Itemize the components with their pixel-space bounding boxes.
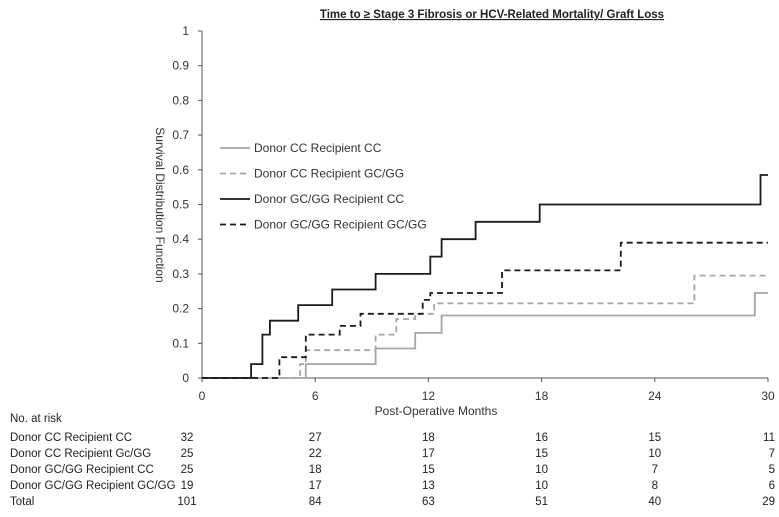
y-tick-labels: 0 0.1 0.2 0.3 0.4 0.5 0.6 0.7 0.8 0.9 1: [172, 24, 189, 385]
risk-row-label: Donor CC Recipient CC: [10, 432, 132, 444]
risk-cell: 7: [769, 448, 775, 460]
risk-cell: 18: [422, 432, 435, 444]
risk-cell: 27: [309, 432, 322, 444]
series-line-4: [202, 241, 768, 379]
risk-cell: 16: [535, 432, 548, 444]
risk-row-label: Total: [10, 496, 34, 508]
chart-title: Time to ≥ Stage 3 Fibrosis or HCV-Relate…: [320, 9, 664, 21]
x-axis-label: Post-Operative Months: [375, 404, 498, 418]
risk-cell: 40: [648, 496, 661, 508]
y-tick-label: 0.4: [172, 232, 189, 246]
risk-cell: 32: [181, 432, 194, 444]
x-tick-label: 30: [761, 389, 775, 403]
series-line-1: [202, 292, 768, 379]
legend-label-4: Donor GC/GG Recipient GC/GG: [254, 218, 427, 232]
y-tick-label: 0.6: [172, 163, 189, 177]
risk-cell: 22: [309, 448, 322, 460]
x-tick-label: 24: [648, 389, 662, 403]
risk-cell: 11: [763, 432, 775, 444]
risk-cell: 25: [181, 448, 194, 460]
x-tick-labels: 0 6 12 18 24 30: [199, 389, 775, 403]
risk-cell: 51: [535, 496, 548, 508]
risk-cell: 29: [762, 496, 775, 508]
risk-row-label: Donor GC/GG Recipient GC/GG: [10, 480, 176, 492]
y-tick-label: 0: [182, 371, 189, 385]
risk-cell: 18: [309, 464, 322, 476]
risk-cell: 15: [648, 432, 661, 444]
y-tick-label: 0.3: [172, 267, 189, 281]
legend-label-3: Donor GC/GG Recipient CC: [254, 192, 404, 206]
risk-table: No. at risk Donor CC Recipient CC 32 27 18 1…: [10, 413, 775, 508]
risk-cell: 13: [422, 480, 435, 492]
risk-cell: 10: [535, 480, 548, 492]
risk-cell: 8: [652, 480, 658, 492]
risk-cell: 19: [181, 480, 194, 492]
y-tick-label: 0.7: [172, 128, 189, 142]
y-tick-label: 0.5: [172, 198, 189, 212]
risk-cell: 63: [422, 496, 435, 508]
y-tick-label: 0.1: [172, 336, 189, 350]
x-tick-label: 18: [535, 389, 549, 403]
y-tick-label: 0.9: [172, 59, 189, 73]
plot-axes: [198, 30, 769, 382]
x-tick-label: 6: [312, 389, 319, 403]
risk-cell: 7: [652, 464, 658, 476]
legend: Donor CC Recipient CC Donor CC Recipient …: [220, 141, 427, 232]
y-axis-label: Survival Distribution Function: [153, 127, 167, 282]
risk-row-label: Donor GC/GG Recipient CC: [10, 464, 154, 476]
risk-cell: 15: [422, 464, 435, 476]
risk-cell: 17: [422, 448, 435, 460]
risk-cell: 6: [769, 480, 775, 492]
legend-label-2: Donor CC Recipient GC/GG: [254, 167, 404, 181]
x-tick-label: 12: [422, 389, 436, 403]
risk-cell: 84: [309, 496, 322, 508]
risk-cell: 10: [535, 464, 548, 476]
survival-curves: [202, 174, 768, 379]
x-tick-label: 0: [199, 389, 206, 403]
y-tick-label: 0.8: [172, 93, 189, 107]
legend-label-1: Donor CC Recipient CC: [254, 141, 382, 155]
risk-cell: 10: [648, 448, 661, 460]
risk-cell: 101: [177, 496, 196, 508]
risk-cell: 15: [535, 448, 548, 460]
risk-table-header: No. at risk: [10, 413, 62, 425]
series-line-2: [202, 274, 768, 379]
risk-cell: 5: [769, 464, 775, 476]
y-tick-label: 1: [182, 24, 189, 38]
risk-cell: 17: [309, 480, 322, 492]
series-line-3: [202, 174, 768, 379]
risk-cell: 25: [181, 464, 194, 476]
risk-row-label: Donor CC Recipient Gc/GG: [10, 448, 151, 460]
y-tick-label: 0.2: [172, 302, 189, 316]
